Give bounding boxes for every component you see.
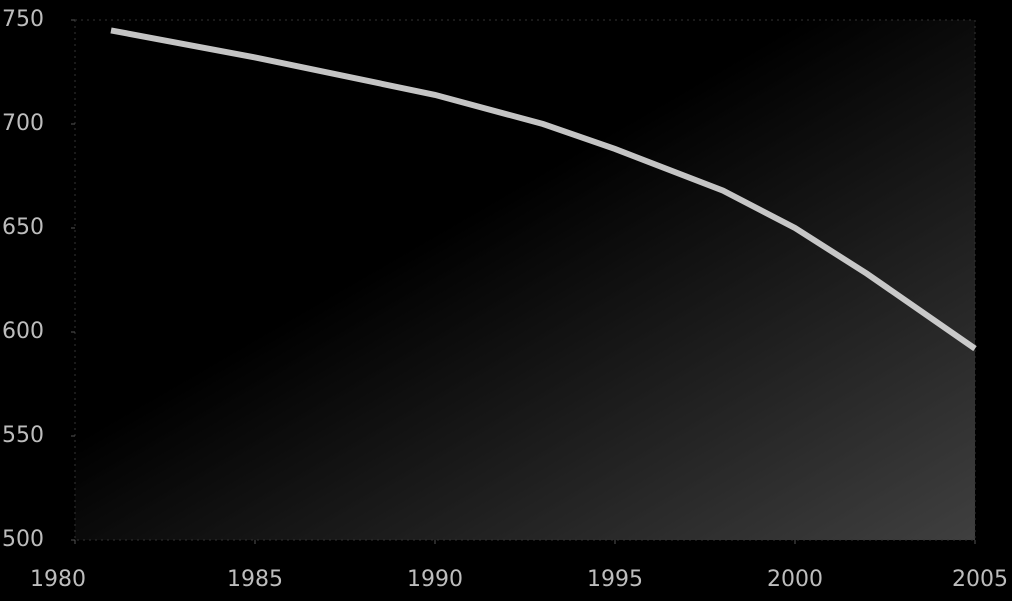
plot-area — [74, 19, 976, 541]
y-tick-label: 750 — [2, 7, 44, 32]
y-tick-label: 600 — [2, 319, 44, 344]
y-tick-label: 700 — [2, 111, 44, 136]
x-tick-label: 2005 — [952, 567, 1008, 592]
y-tick-label: 650 — [2, 215, 44, 240]
x-tick-label: 1985 — [227, 567, 283, 592]
x-tick-label: 2000 — [767, 567, 823, 592]
line — [110, 27, 977, 352]
y-tick-label: 550 — [2, 423, 44, 448]
x-tick-label: 1980 — [30, 567, 86, 592]
x-tick-label: 1990 — [407, 567, 463, 592]
x-tick-label: 1995 — [587, 567, 643, 592]
y-tick-label: 500 — [2, 527, 44, 552]
